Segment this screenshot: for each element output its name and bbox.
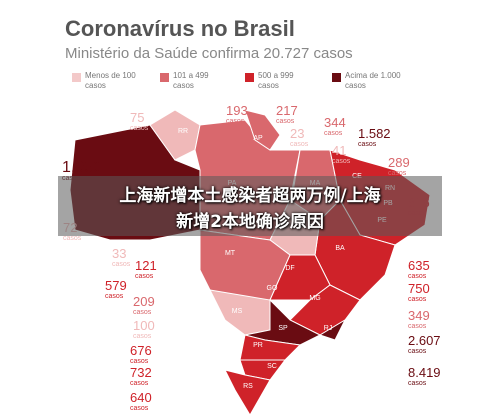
region — [244, 109, 281, 151]
case-unit: casos — [290, 141, 309, 148]
case-unit: casos — [63, 235, 82, 242]
case-count: 640 — [130, 390, 152, 405]
state-label: RJ — [324, 325, 333, 332]
case-unit: casos — [408, 380, 427, 387]
case-count: 1.582 — [358, 126, 391, 141]
case-unit: casos — [133, 309, 152, 316]
state-label: MG — [309, 295, 320, 302]
case-count: 2.607 — [408, 333, 441, 348]
state-label: MT — [225, 250, 236, 257]
case-unit: casos — [276, 118, 295, 125]
case-count: 676 — [130, 343, 152, 358]
case-unit: casos — [135, 273, 154, 280]
case-unit: casos — [358, 141, 377, 148]
legend-label: 101 a 499 casos — [173, 71, 209, 90]
legend-label: Acima de 1.000 casos — [345, 71, 401, 90]
headline-text: 上海新增本土感染者超两万例/上海 — [119, 186, 381, 206]
case-unit: casos — [130, 358, 149, 365]
case-count: 289 — [388, 155, 410, 170]
case-count: 8.419 — [408, 365, 441, 380]
legend-swatch — [245, 73, 254, 82]
legend-swatch — [72, 73, 81, 82]
case-unit: casos — [133, 333, 152, 340]
case-unit: casos — [105, 293, 124, 300]
legend-label: 500 a 999 casos — [258, 71, 294, 90]
state-label: BA — [335, 245, 345, 252]
case-unit: casos — [324, 130, 343, 137]
case-count: 23 — [290, 126, 304, 141]
case-count: 732 — [130, 365, 152, 380]
case-count: 209 — [133, 294, 155, 309]
headline-text: 新增2本地确诊原因 — [176, 212, 324, 232]
case-count: 750 — [408, 281, 430, 296]
case-count: 635 — [408, 258, 430, 273]
state-label: MS — [232, 308, 243, 315]
case-unit: casos — [112, 261, 131, 268]
case-unit: casos — [408, 348, 427, 355]
case-count: 33 — [112, 246, 126, 261]
state-label: AP — [253, 135, 263, 142]
case-unit: casos — [130, 125, 149, 132]
case-unit: casos — [408, 296, 427, 303]
state-label: SP — [278, 325, 288, 332]
legend-swatch — [160, 73, 169, 82]
case-count: 193 — [226, 103, 248, 118]
case-unit: casos — [130, 405, 149, 412]
case-count: 75 — [130, 110, 144, 125]
region — [224, 369, 271, 416]
case-count: 349 — [408, 308, 430, 323]
case-unit: casos — [332, 158, 351, 165]
case-count: 579 — [105, 278, 127, 293]
state-label: PR — [253, 342, 263, 349]
state-label: DF — [285, 265, 294, 272]
state-label: RR — [178, 128, 188, 135]
legend-swatch — [332, 73, 341, 82]
headline-band — [58, 176, 442, 236]
state-label: RS — [243, 383, 253, 390]
region — [318, 318, 347, 341]
state-label: SC — [267, 363, 277, 370]
legend-label: Menos de 100 casos — [85, 71, 136, 90]
case-count: 100 — [133, 318, 155, 333]
region — [239, 334, 302, 361]
subtitle: Ministério da Saúde confirma 20.727 caso… — [65, 45, 353, 62]
case-count: 1.050 — [62, 159, 102, 176]
case-count: 217 — [276, 103, 298, 118]
state-label: GO — [267, 285, 278, 292]
case-count: 41 — [332, 143, 346, 158]
case-unit: casos — [226, 118, 245, 125]
case-unit: casos — [408, 273, 427, 280]
case-count: 121 — [135, 258, 157, 273]
title: Coronavírus no Brasil — [65, 16, 295, 41]
case-unit: casos — [408, 323, 427, 330]
case-unit: casos — [388, 170, 407, 177]
case-count: 344 — [324, 115, 346, 130]
case-unit: casos — [130, 380, 149, 387]
